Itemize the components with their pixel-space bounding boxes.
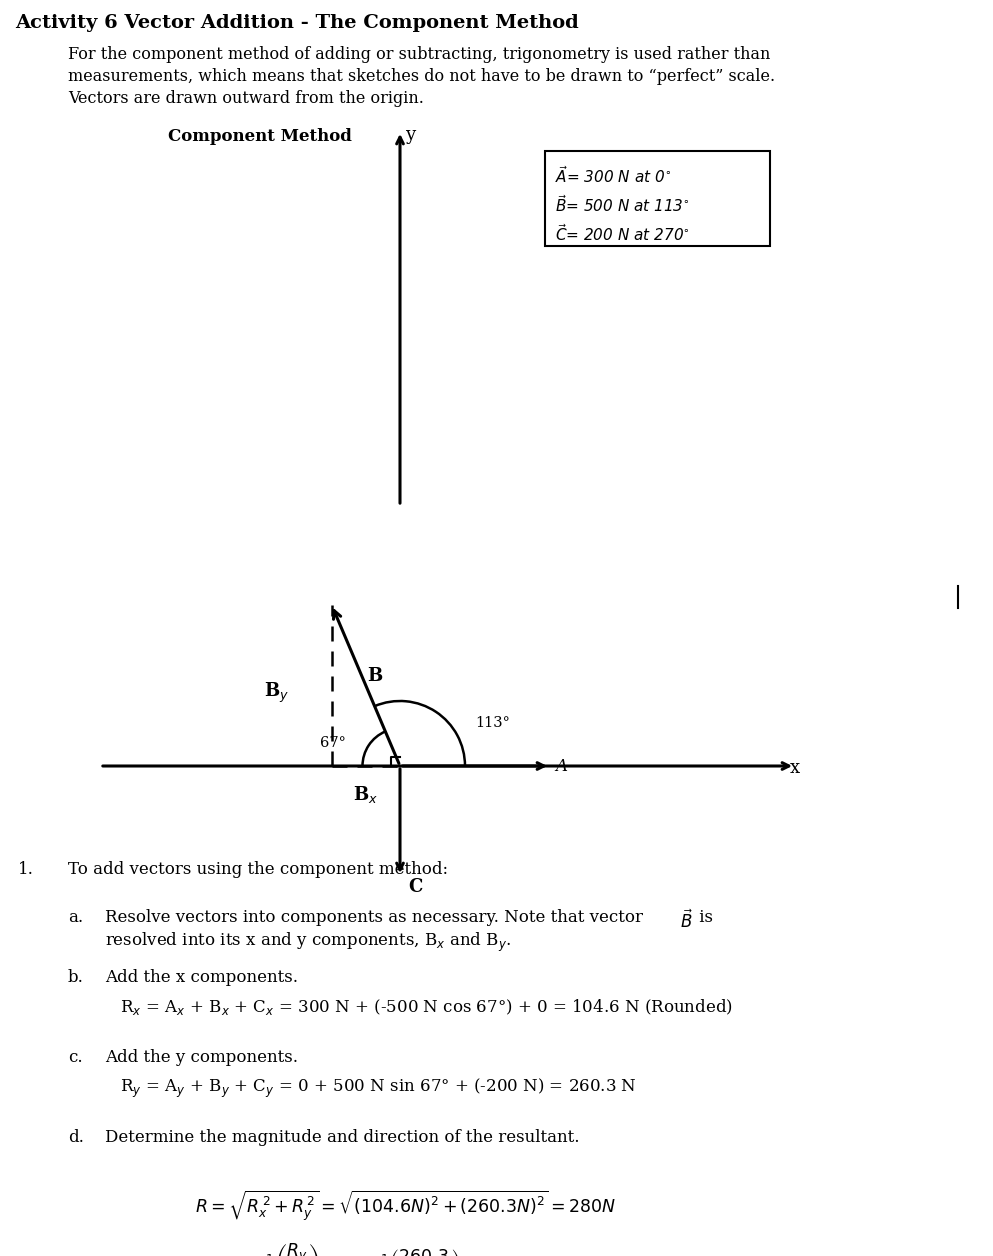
Text: $R = \sqrt{R_x^{\,2} + R_y^{\,2}} = \sqrt{\left(104.6N\right)^2 + \left(260.3N\r: $R = \sqrt{R_x^{\,2} + R_y^{\,2}} = \sqr… (195, 1189, 616, 1223)
Text: 67°: 67° (320, 736, 346, 750)
Text: Add the x components.: Add the x components. (105, 968, 298, 986)
Text: A: A (555, 759, 567, 775)
Text: R$_y$ = A$_y$ + B$_y$ + C$_y$ = 0 + 500 N sin 67° + (-200 N) = 260.3 N: R$_y$ = A$_y$ + B$_y$ + C$_y$ = 0 + 500 … (120, 1076, 637, 1100)
Text: $\vec{A}$= 300 N at 0$^{\circ}$: $\vec{A}$= 300 N at 0$^{\circ}$ (555, 165, 671, 186)
Text: B$_y$: B$_y$ (263, 681, 289, 705)
Text: 113°: 113° (475, 716, 509, 730)
Text: b.: b. (68, 968, 83, 986)
Text: $\vec{B}$: $\vec{B}$ (680, 911, 693, 932)
Text: Determine the magnitude and direction of the resultant.: Determine the magnitude and direction of… (105, 1129, 580, 1145)
Text: Vectors are drawn outward from the origin.: Vectors are drawn outward from the origi… (68, 90, 424, 107)
Text: B: B (367, 667, 382, 686)
Text: measurements, which means that sketches do not have to be drawn to “perfect” sca: measurements, which means that sketches … (68, 68, 776, 85)
Text: Add the y components.: Add the y components. (105, 1049, 298, 1066)
Text: R$_x$ = A$_x$ + B$_x$ + C$_x$ = 300 N + (-500 N cos 67°) + 0 = 104.6 N (Rounded): R$_x$ = A$_x$ + B$_x$ + C$_x$ = 300 N + … (120, 997, 733, 1017)
Text: Component Method: Component Method (168, 128, 352, 144)
Bar (545, 151, 770, 246)
Text: $\vec{C}$= 200 N at 270$^{\circ}$: $\vec{C}$= 200 N at 270$^{\circ}$ (555, 224, 690, 244)
Text: C: C (408, 878, 422, 896)
Text: $\theta = \tan^{-1}\!\left(\dfrac{R_y}{R_x}\right) = \tan^{-1}\!\left(\dfrac{260: $\theta = \tan^{-1}\!\left(\dfrac{R_y}{R… (195, 1241, 513, 1256)
Text: 1.: 1. (18, 862, 34, 878)
Text: B$_x$: B$_x$ (354, 784, 378, 805)
Text: resolved into its x and y components, B$_x$ and B$_y$.: resolved into its x and y components, B$… (105, 931, 511, 955)
Text: Activity 6 Vector Addition - The Component Method: Activity 6 Vector Addition - The Compone… (15, 14, 579, 31)
Text: a.: a. (68, 909, 83, 926)
Text: $\vec{B}$= 500 N at 113$^{\circ}$: $\vec{B}$= 500 N at 113$^{\circ}$ (555, 193, 690, 215)
Text: To add vectors using the component method:: To add vectors using the component metho… (68, 862, 448, 878)
Text: y: y (405, 126, 415, 144)
Text: c.: c. (68, 1049, 82, 1066)
Text: Resolve vectors into components as necessary. Note that vector: Resolve vectors into components as neces… (105, 909, 648, 926)
Text: x: x (790, 759, 800, 777)
Text: For the component method of adding or subtracting, trigonometry is used rather t: For the component method of adding or su… (68, 46, 771, 63)
Text: is: is (694, 909, 713, 926)
Text: d.: d. (68, 1129, 83, 1145)
